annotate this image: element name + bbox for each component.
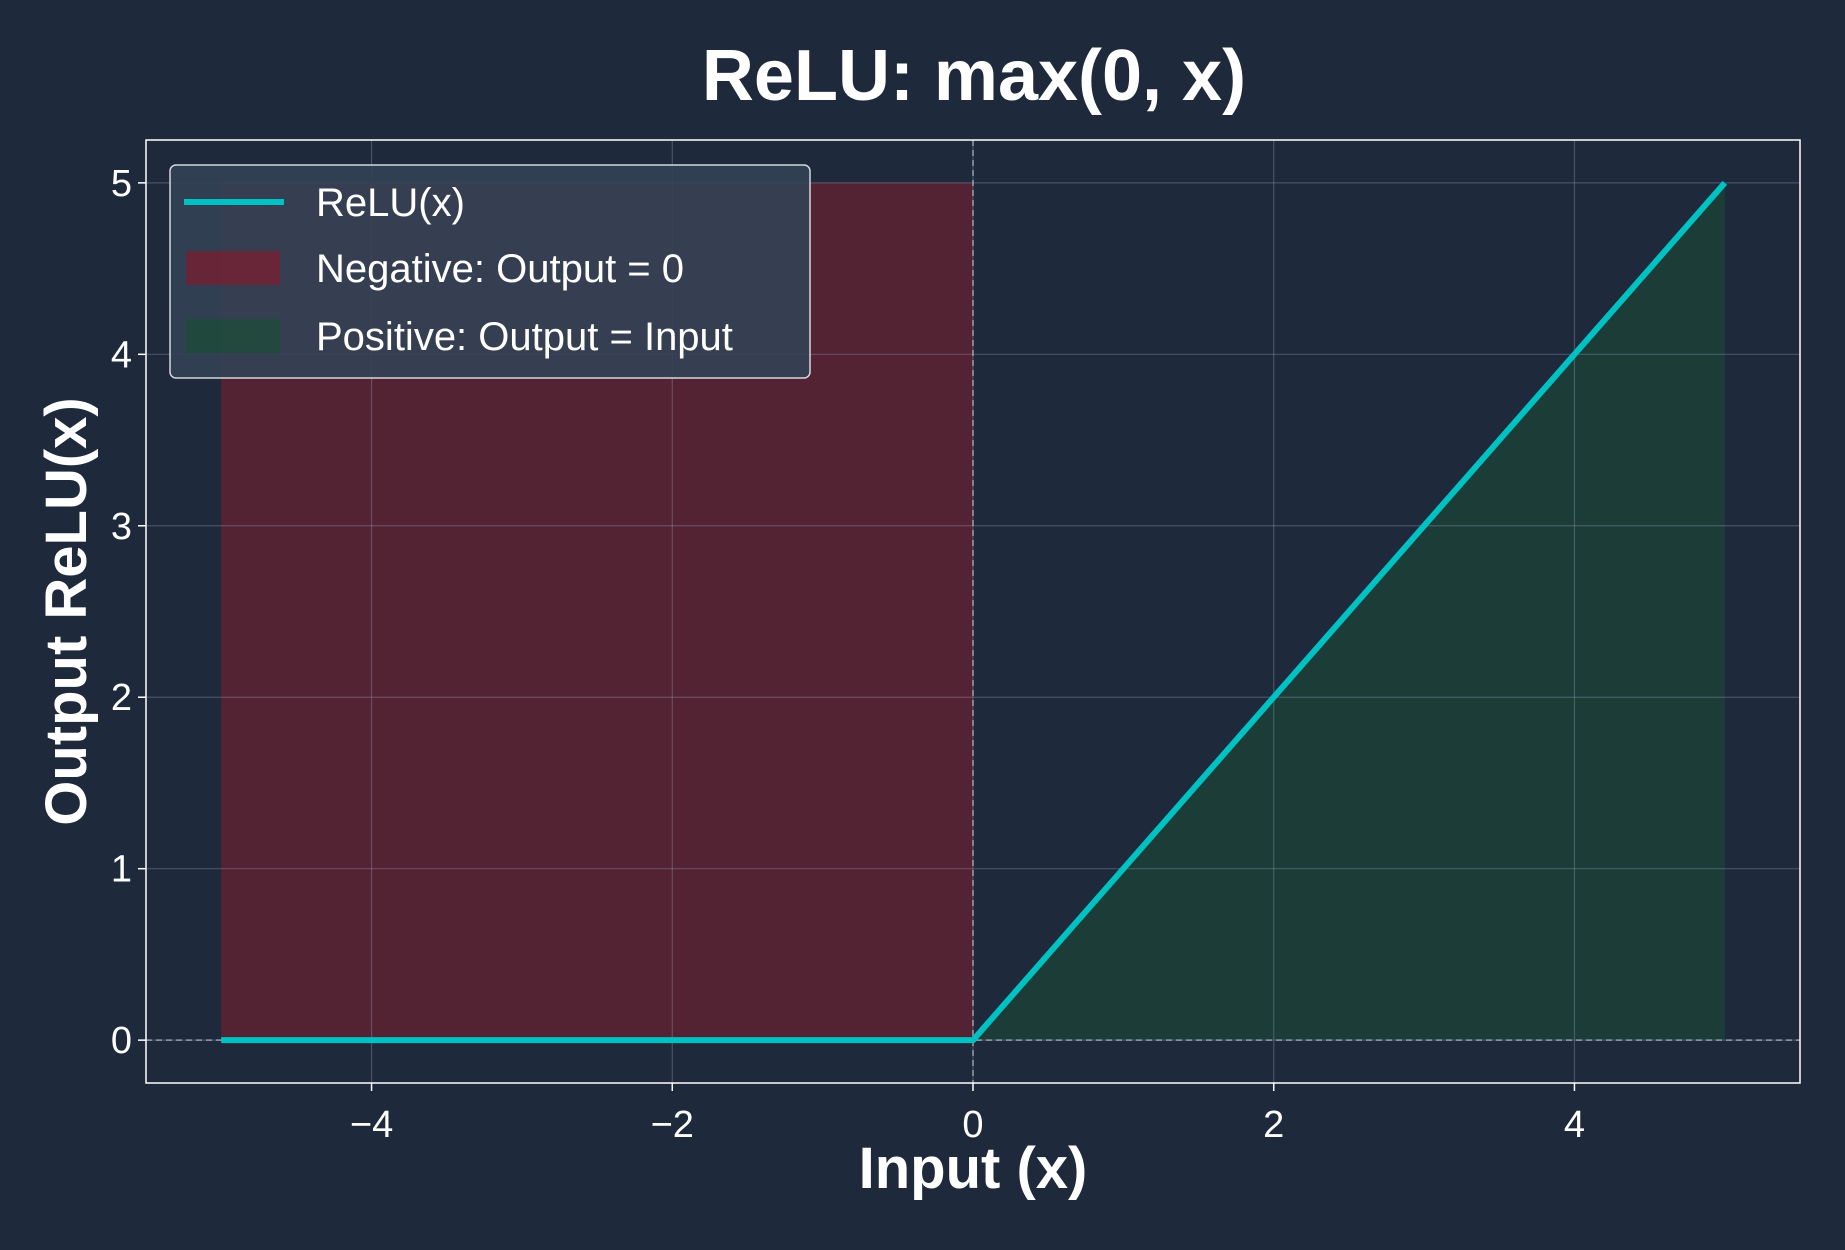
legend-box [169, 164, 811, 379]
legend-label-positive: Positive: Output = Input [316, 315, 733, 359]
legend-swatch-negative [186, 251, 280, 285]
x-tick-label: −4 [350, 1104, 393, 1146]
y-tick-label: 4 [111, 334, 132, 376]
legend-swatch-positive [186, 319, 280, 353]
region-area-negative [221, 182, 973, 1041]
y-tick-label: 1 [111, 849, 132, 891]
y-tick-label: 0 [111, 1020, 132, 1062]
y-tick-label: 3 [111, 506, 132, 548]
y-tick-label: 5 [111, 163, 132, 205]
y-tick-label: 2 [111, 677, 132, 719]
x-tick-label: 0 [962, 1104, 983, 1146]
x-tick-label: 4 [1564, 1104, 1585, 1146]
chart-title: ReLU: max(0, x) [702, 36, 1246, 116]
legend-label-relu: ReLU(x) [316, 181, 465, 225]
series-line-relu [221, 180, 1728, 1044]
y-axis-label: Output ReLU(x) [34, 397, 99, 826]
x-tick-label: 2 [1263, 1104, 1284, 1146]
x-tick-label: −2 [651, 1104, 694, 1146]
x-axis-label: Input (x) [859, 1136, 1088, 1201]
legend-label-negative: Negative: Output = 0 [316, 247, 684, 291]
